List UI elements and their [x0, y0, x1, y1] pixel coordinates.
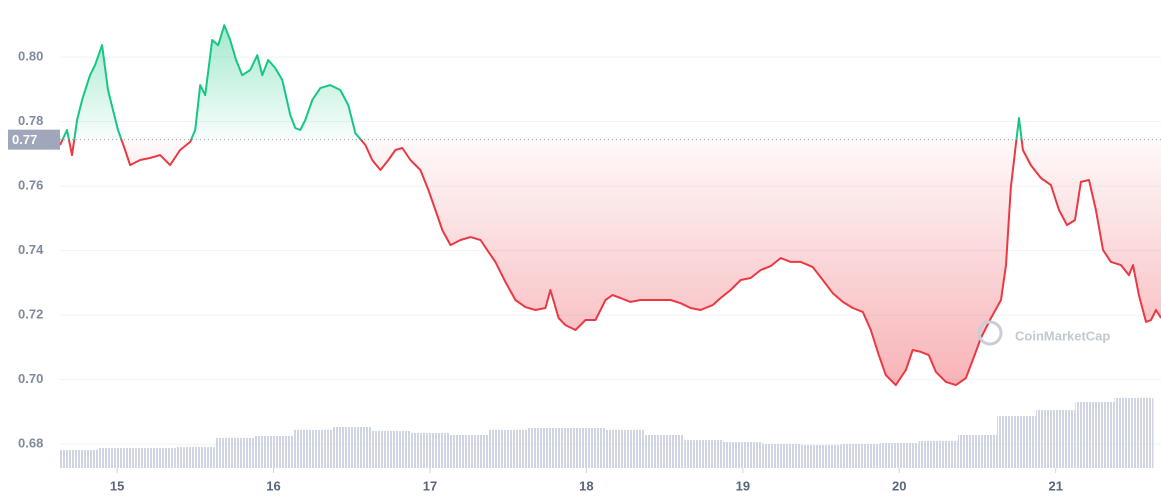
volume-bar — [136, 448, 176, 468]
volume-bar — [997, 416, 1037, 468]
watermark: CoinMarketCap — [1015, 328, 1110, 343]
x-tick-label: 17 — [423, 478, 437, 493]
y-tick-label: 0.68 — [18, 436, 43, 451]
volume-bar — [566, 428, 606, 468]
volume-bar — [253, 436, 294, 468]
volume-bar — [1075, 402, 1115, 468]
y-tick-label: 0.74 — [18, 242, 44, 257]
volume-bar — [645, 435, 685, 468]
volume-bar — [605, 430, 646, 468]
watermark-logo — [977, 320, 1003, 346]
x-tick-label: 16 — [266, 478, 280, 493]
volume-bar — [1036, 410, 1076, 468]
x-tick-label: 21 — [1048, 478, 1062, 493]
volume-bar — [410, 433, 450, 468]
volume-bar — [527, 428, 567, 468]
volume-bar — [879, 443, 919, 468]
volume-bar — [684, 440, 724, 468]
y-tick-label: 0.70 — [18, 371, 43, 386]
x-tick-label: 20 — [892, 478, 906, 493]
y-tick-label: 0.80 — [18, 49, 43, 64]
volume-bar — [449, 435, 489, 468]
volume-bar — [840, 444, 880, 468]
volume-bar — [332, 427, 372, 468]
x-tick-label: 18 — [579, 478, 593, 493]
reference-label: 0.77 — [12, 132, 37, 147]
volume-bar — [723, 442, 763, 468]
x-tick-label: 15 — [110, 478, 124, 493]
volume-bar — [60, 450, 98, 468]
x-tick-label: 19 — [736, 478, 750, 493]
y-tick-label: 0.78 — [18, 113, 43, 128]
volume-bar — [175, 447, 215, 468]
volume-bar — [214, 438, 254, 468]
volume-bar — [918, 441, 958, 468]
reference-badge — [8, 129, 60, 150]
y-tick-label: 0.72 — [18, 307, 43, 322]
y-tick-label: 0.76 — [18, 178, 43, 193]
volume-bar — [488, 430, 528, 468]
volume-bar — [371, 431, 411, 468]
volume-bar — [97, 448, 137, 468]
volume-bar — [1114, 398, 1154, 468]
price-area — [60, 25, 1161, 386]
volume-bar — [293, 430, 333, 468]
volume-bar — [801, 445, 841, 468]
price-line — [59, 24, 1161, 387]
volume-bar — [957, 435, 998, 468]
volume-bar — [762, 444, 802, 468]
